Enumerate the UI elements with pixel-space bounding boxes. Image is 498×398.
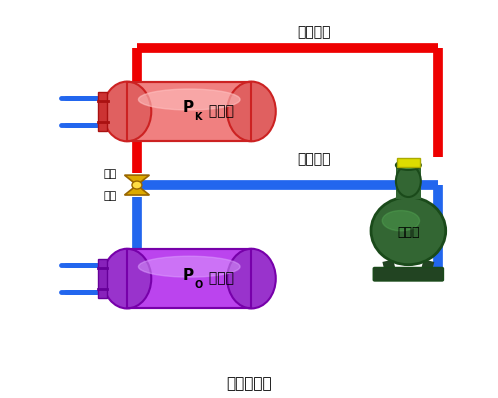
Text: 压缩机: 压缩机 <box>397 226 420 239</box>
Text: 蒸发器: 蒸发器 <box>204 271 234 286</box>
Polygon shape <box>124 185 149 195</box>
FancyBboxPatch shape <box>98 259 107 298</box>
Text: P: P <box>183 100 194 115</box>
FancyBboxPatch shape <box>127 82 251 141</box>
FancyBboxPatch shape <box>374 267 444 281</box>
Text: K: K <box>194 112 202 123</box>
Ellipse shape <box>103 249 151 308</box>
Ellipse shape <box>396 165 421 197</box>
Ellipse shape <box>227 249 276 308</box>
Ellipse shape <box>138 256 240 277</box>
Text: P: P <box>183 267 194 283</box>
Text: O: O <box>194 279 203 290</box>
FancyBboxPatch shape <box>127 249 251 308</box>
Text: 高压部分: 高压部分 <box>297 25 331 39</box>
Polygon shape <box>124 175 149 185</box>
Ellipse shape <box>382 211 419 231</box>
Text: 低压部分: 低压部分 <box>297 152 331 166</box>
Text: 压缩式制冷: 压缩式制冷 <box>226 377 272 392</box>
Ellipse shape <box>138 89 240 110</box>
FancyBboxPatch shape <box>396 167 421 199</box>
Circle shape <box>132 181 142 189</box>
Ellipse shape <box>371 197 446 265</box>
Text: 冷凝器: 冷凝器 <box>204 104 234 119</box>
Text: 机构: 机构 <box>104 191 117 201</box>
Ellipse shape <box>227 82 276 141</box>
Text: 节流: 节流 <box>104 169 117 179</box>
Ellipse shape <box>103 82 151 141</box>
FancyBboxPatch shape <box>397 158 419 167</box>
FancyBboxPatch shape <box>98 92 107 131</box>
Ellipse shape <box>396 160 421 170</box>
